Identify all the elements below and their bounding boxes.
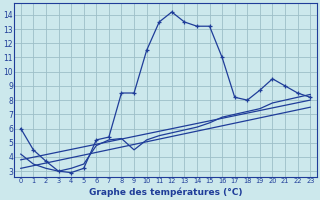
X-axis label: Graphe des températures (°C): Graphe des températures (°C) [89, 187, 242, 197]
